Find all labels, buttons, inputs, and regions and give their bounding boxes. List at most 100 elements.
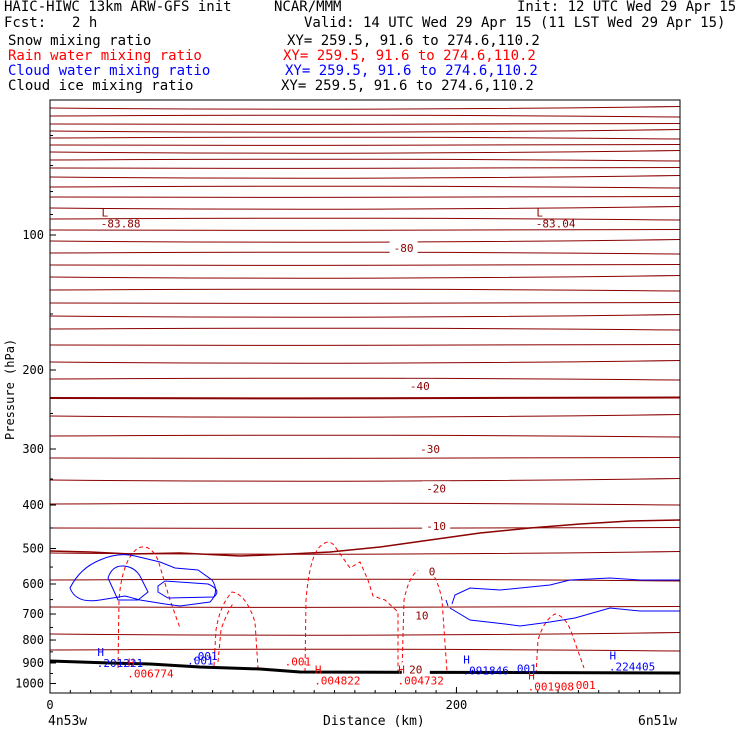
temperature-contour	[49, 527, 681, 529]
extremum-marker: L	[101, 207, 108, 220]
temperature-contour	[49, 302, 681, 304]
x-axis-label: Distance (km)	[323, 714, 425, 729]
contour-labels: -80-40-30-20-1001020L-83.88L-83.04H.2012…	[97, 207, 655, 694]
temperature-contour	[49, 196, 681, 198]
temperature-label-bg	[389, 241, 418, 255]
temperature-contour	[49, 217, 681, 221]
temperature-contour	[49, 396, 681, 400]
extremum-value: .006774	[127, 667, 174, 680]
x-tick-label: 0	[46, 698, 53, 712]
extremum-marker: H	[398, 664, 405, 677]
extremum-value: .201221	[97, 657, 143, 670]
temperature-contour	[49, 275, 681, 279]
temperature-label-bg	[405, 378, 434, 392]
x-end-label: 6n51w	[638, 714, 677, 729]
temperature-contour-label: 10	[415, 610, 428, 623]
y-tick-label: 400	[22, 498, 44, 512]
temperature-contour	[49, 314, 681, 318]
rain-contour	[535, 613, 585, 675]
extremum-marker: H	[463, 654, 470, 667]
legend-cloudice-xy: XY= 259.5, 91.6 to 274.6,110.2	[281, 78, 534, 94]
contour-value-label: .001	[285, 655, 312, 668]
extremum-marker: H	[528, 669, 535, 682]
temperature-contour	[49, 478, 681, 482]
legend-snow-xy: XY= 259.5, 91.6 to 274.6,110.2	[287, 33, 540, 49]
y-tick-label: 500	[22, 541, 44, 555]
temperature-label-bg	[418, 564, 447, 578]
y-tick-label: 1000	[15, 676, 44, 690]
legend-rain-xy: XY= 259.5, 91.6 to 274.6,110.2	[283, 48, 536, 64]
temperature-contour	[49, 344, 681, 346]
y-axis-label: Pressure (hPa)	[3, 339, 17, 440]
extremum-value: .001908	[528, 680, 574, 693]
contour-value-label: .001	[191, 650, 218, 663]
temperature-contour	[49, 144, 681, 146]
temperature-contour	[49, 106, 681, 110]
temperature-contour	[49, 264, 681, 266]
temperature-contour	[49, 136, 681, 140]
temperature-contour-label: -10	[426, 520, 446, 533]
temperature-contour	[49, 434, 681, 438]
temperature-contour-label: -80	[394, 242, 414, 255]
plot-frame	[49, 99, 681, 694]
cloud-water-contour	[449, 607, 680, 627]
extremum-value: .091846	[463, 665, 509, 678]
contour-value-label: .001	[510, 663, 537, 676]
x-tick-label: 200	[446, 698, 468, 712]
extremum-value: -83.04	[536, 218, 576, 231]
temperature-contour	[49, 632, 681, 636]
cloud-water-contour	[157, 580, 218, 599]
y-tick-label: 300	[22, 442, 44, 456]
legend-rain-name: Rain water mixing ratio	[8, 48, 202, 64]
temperature-contour	[49, 185, 681, 189]
contour-value-label: .001	[187, 655, 214, 668]
temperature-contour	[49, 360, 681, 364]
extremum-value: .004732	[398, 675, 444, 688]
temperature-contour	[49, 251, 681, 255]
temperature-contour	[49, 206, 681, 210]
temperature-contour	[49, 150, 681, 154]
temperature-contour-label: -40	[410, 380, 430, 393]
extremum-value: .004822	[314, 675, 360, 688]
extremum-value: .224405	[609, 661, 655, 674]
temperature-contour	[49, 123, 681, 125]
contour-value-label: .001	[569, 679, 596, 692]
y-tick-label: 900	[22, 656, 44, 670]
extremum-marker: H	[128, 656, 135, 669]
legend-cloudwater-xy: XY= 259.5, 91.6 to 274.6,110.2	[285, 63, 538, 79]
temperature-contour	[49, 239, 681, 243]
cloud-water-contour	[69, 554, 216, 607]
temperature-label-bg	[422, 481, 451, 495]
temperature-contour	[49, 457, 681, 459]
extremum-marker: H	[315, 664, 322, 677]
temperature-contour	[49, 129, 681, 133]
temperature-contour	[49, 648, 681, 652]
model-title: HAIC-HIWC 13km ARW-GFS init	[4, 0, 232, 15]
temperature-contour-label: 0	[429, 565, 436, 578]
temperature-contour	[49, 229, 681, 231]
y-tick-label: 800	[22, 633, 44, 647]
fcst-value: 2 h	[72, 15, 98, 31]
y-tick-label: 200	[22, 363, 44, 377]
temperature-contour	[49, 606, 681, 608]
temperature-contour	[49, 414, 681, 418]
temperature-contour-label: -20	[426, 482, 446, 495]
org-label: NCAR/MMM	[274, 0, 342, 15]
y-tick-label: 600	[22, 577, 44, 591]
temperature-contour	[49, 519, 681, 557]
temperature-contour	[49, 377, 681, 381]
extremum-marker: H	[97, 646, 104, 659]
y-tick-label: 100	[22, 228, 44, 242]
legend-cloudwater-name: Cloud water mixing ratio	[8, 63, 211, 79]
temperature-label-bg	[422, 518, 451, 532]
temperature-contour	[49, 114, 681, 118]
fcst-label: Fcst:	[4, 15, 47, 31]
legend-snow-name: Snow mixing ratio	[8, 33, 152, 49]
cloud-water-contour	[445, 599, 449, 607]
extremum-marker: L	[536, 207, 543, 220]
legend-cloudice-name: Cloud ice mixing ratio	[8, 78, 194, 94]
y-tick-label: 700	[22, 607, 44, 621]
terrain-line	[49, 659, 681, 675]
cloud-water-contour	[451, 577, 680, 605]
